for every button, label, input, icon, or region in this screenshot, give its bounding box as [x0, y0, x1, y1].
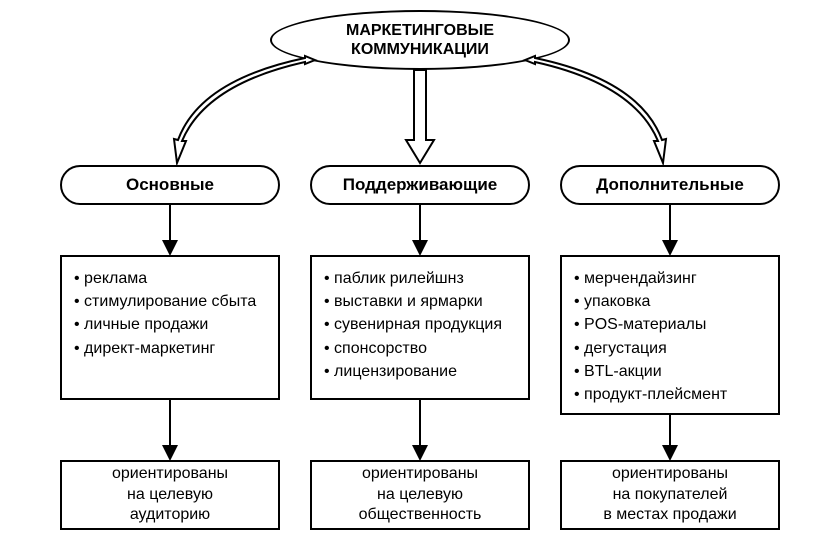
- target-label-2: ориентированына покупателейв местах прод…: [603, 464, 736, 526]
- list-item: личные продажи: [74, 313, 266, 336]
- list-item: BTL-акции: [574, 360, 766, 383]
- list-item: лицензирование: [324, 360, 516, 383]
- root-node: МАРКЕТИНГОВЫЕКОММУНИКАЦИИ: [270, 10, 570, 70]
- category-label-2: Дополнительные: [596, 175, 744, 195]
- category-node-1: Поддерживающие: [310, 165, 530, 205]
- list-item: POS-материалы: [574, 313, 766, 336]
- items-node-1: паблик рилейшнз выставки и ярмарки сувен…: [310, 255, 530, 400]
- list-item: упаковка: [574, 290, 766, 313]
- list-item: стимулирование сбыта: [74, 290, 266, 313]
- target-node-0: ориентированына целевуюаудиторию: [60, 460, 280, 530]
- list-item: выставки и ярмарки: [324, 290, 516, 313]
- category-node-2: Дополнительные: [560, 165, 780, 205]
- list-item: продукт-плейсмент: [574, 383, 766, 406]
- category-label-0: Основные: [126, 175, 214, 195]
- target-label-1: ориентированына целевуюобщественность: [359, 464, 482, 526]
- items-node-2: мерчендайзинг упаковка POS-материалы дег…: [560, 255, 780, 415]
- target-label-0: ориентированына целевуюаудиторию: [112, 464, 228, 526]
- list-item: паблик рилейшнз: [324, 267, 516, 290]
- list-item: реклама: [74, 267, 266, 290]
- list-item: мерчендайзинг: [574, 267, 766, 290]
- category-label-1: Поддерживающие: [343, 175, 498, 195]
- list-item: директ-маркетинг: [74, 337, 266, 360]
- target-node-2: ориентированына покупателейв местах прод…: [560, 460, 780, 530]
- category-node-0: Основные: [60, 165, 280, 205]
- list-item: спонсорство: [324, 337, 516, 360]
- list-item: сувенирная продукция: [324, 313, 516, 336]
- items-node-0: реклама стимулирование сбыта личные прод…: [60, 255, 280, 400]
- root-label: МАРКЕТИНГОВЫЕКОММУНИКАЦИИ: [346, 21, 494, 59]
- list-item: дегустация: [574, 337, 766, 360]
- target-node-1: ориентированына целевуюобщественность: [310, 460, 530, 530]
